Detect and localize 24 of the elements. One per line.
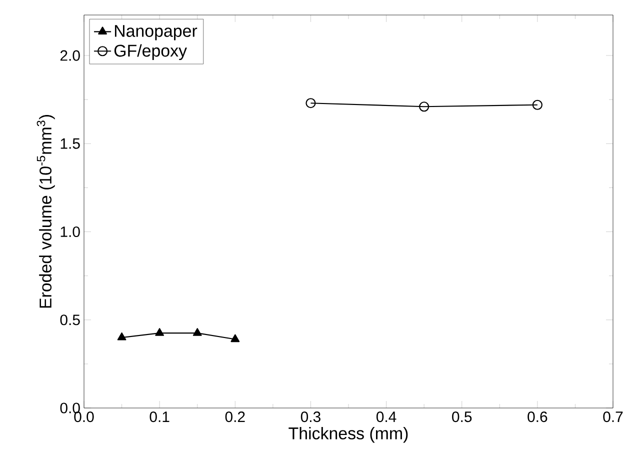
point <box>532 100 542 110</box>
x-axis-title: Thickness (mm) <box>288 426 408 443</box>
point <box>192 328 202 336</box>
point <box>306 98 316 108</box>
y-tick-label: 0.0 <box>60 402 80 414</box>
x-tick-label: 0.6 <box>528 412 548 422</box>
y-tick-label: 2.0 <box>60 50 80 61</box>
x-tick-label: 0.4 <box>376 412 396 422</box>
y-tick-label: 1.0 <box>60 226 80 238</box>
point <box>230 334 240 342</box>
x-tick-label: 0.0 <box>74 412 94 422</box>
x-tick-label: 0.5 <box>452 412 472 422</box>
x-tick-label: 0.1 <box>150 412 170 422</box>
point <box>155 328 164 336</box>
point <box>419 102 430 112</box>
y-tick-label: 1.5 <box>60 138 80 149</box>
x-tick-label: 0.7 <box>603 412 623 422</box>
y-axis-title: Eroded volume (10$^{-5}$mm$^{3}$) <box>36 115 55 308</box>
x-tick-label: 0.3 <box>300 412 320 422</box>
y-tick-label: 0.5 <box>60 314 80 326</box>
point <box>117 332 126 340</box>
x-tick-label: 0.2 <box>225 412 245 422</box>
legend-label: Nanopaper <box>114 25 198 40</box>
legend-label: GF/epoxy <box>114 44 187 60</box>
